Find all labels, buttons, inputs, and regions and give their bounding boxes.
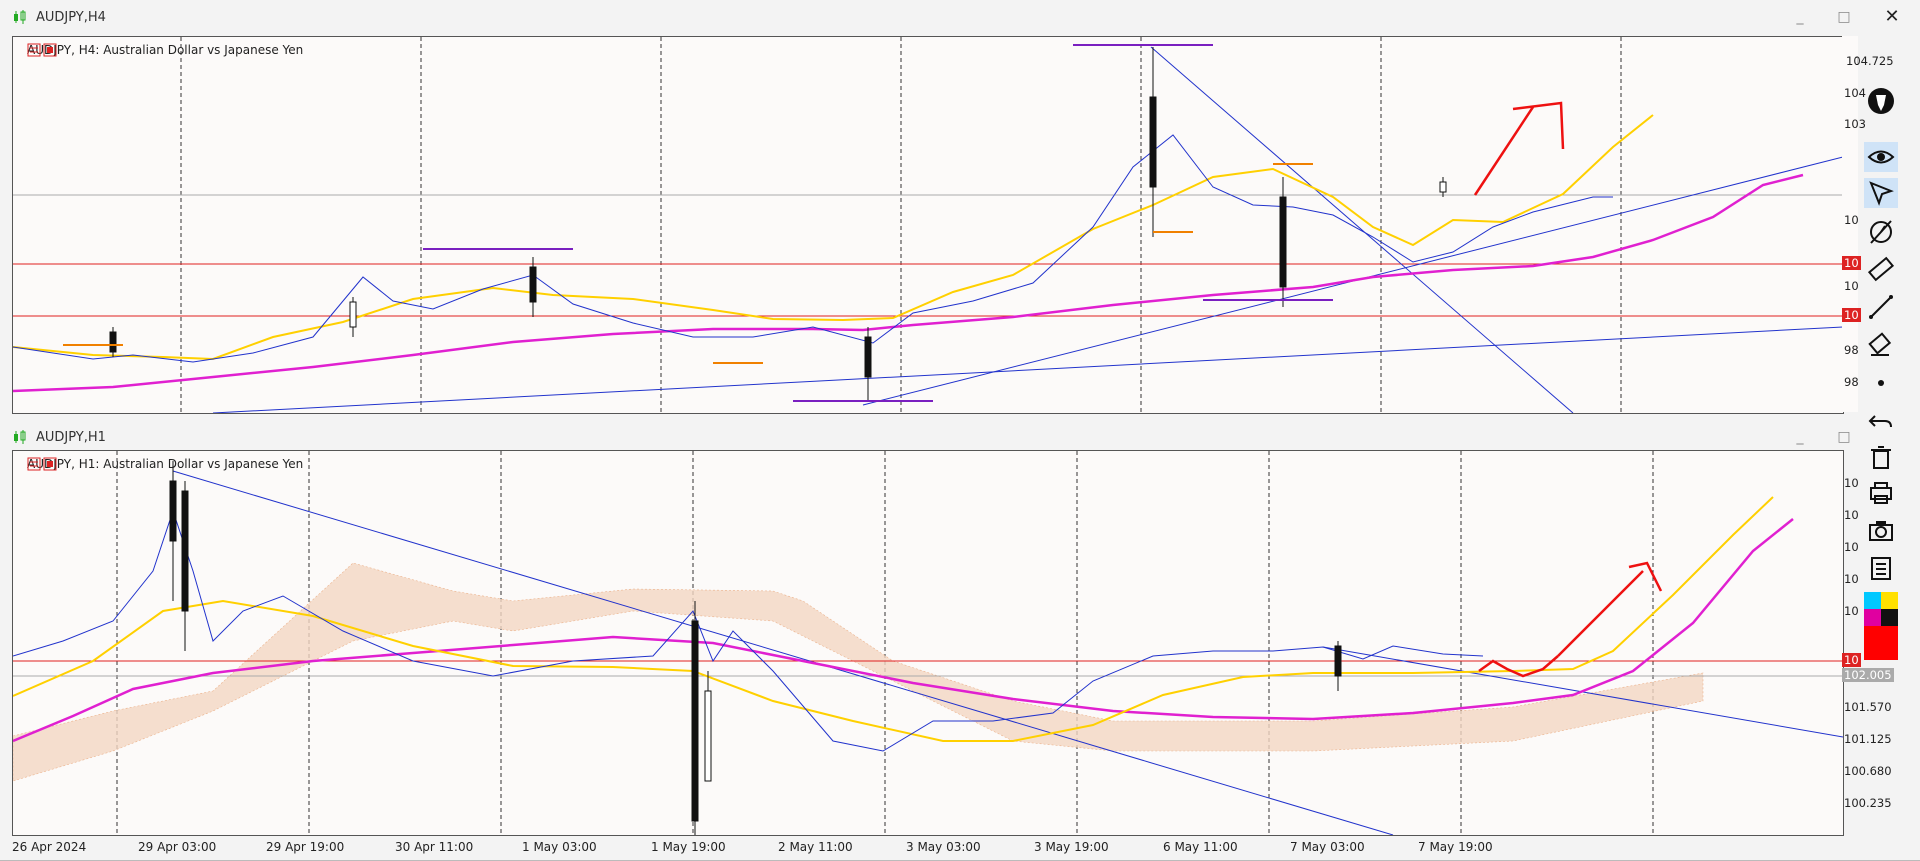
h1-price-label: 10 [1844, 540, 1859, 554]
chart-type-icon [27, 457, 57, 471]
time-label: 3 May 03:00 [906, 840, 981, 854]
h4-legend: AUDJPY, H4: Australian Dollar vs Japanes… [27, 43, 303, 57]
h1-price-label: 101.570 [1844, 700, 1892, 714]
h4-price-label: 103 [1844, 117, 1866, 131]
candlestick-icon [14, 10, 26, 24]
h4-swing-markers [63, 44, 1333, 402]
h1-window-controls: _ □ [1778, 420, 1866, 454]
close-button[interactable]: ✕ [1884, 6, 1900, 27]
maximize-button[interactable]: □ [1837, 429, 1851, 445]
trash-icon[interactable] [1864, 442, 1898, 472]
h4-red-arrowhead [1512, 101, 1565, 150]
h4-price-label: 10 [1844, 279, 1859, 293]
time-label: 1 May 03:00 [522, 840, 597, 854]
h1-slow-ma [13, 518, 1794, 743]
h1-window-title: AUDJPY,H1 [36, 429, 106, 445]
time-label: 29 Apr 19:00 [266, 840, 345, 854]
color-palette-icon[interactable] [1864, 592, 1898, 660]
time-label: 7 May 03:00 [1290, 840, 1365, 854]
drawing-toolbar [1858, 86, 1904, 806]
h1-price-label: 100.235 [1844, 796, 1892, 810]
time-label: 2 May 11:00 [778, 840, 853, 854]
time-label: 29 Apr 03:00 [138, 840, 217, 854]
eye-icon[interactable] [1864, 142, 1898, 172]
h1-candles [169, 461, 1342, 835]
h1-plot [13, 451, 1843, 835]
h4-price-column: 104 103 10 10 98 98 10 10 [1842, 36, 1892, 412]
h1-red-price-tag: 10 [1842, 653, 1861, 667]
minimize-button[interactable]: _ [1796, 9, 1804, 25]
maximize-button[interactable]: □ [1837, 9, 1851, 25]
h1-price-column: 10 10 10 10 10 10 102.005 101.570 101.12… [1842, 450, 1894, 834]
h1-price-label: 10 [1844, 572, 1859, 586]
h1-red-arrow [1557, 570, 1644, 657]
h1-price-label: 10 [1844, 508, 1859, 522]
time-label: 7 May 19:00 [1418, 840, 1493, 854]
h4-price-label: 104.725 [1854, 54, 1858, 68]
time-label: 30 Apr 11:00 [395, 840, 474, 854]
h1-trendline-1 [172, 470, 1394, 835]
h1-price-label: 100.680 [1844, 764, 1892, 778]
chart-type-icon [27, 43, 57, 57]
h1-price-label: 10 [1844, 604, 1859, 618]
minimize-button[interactable]: _ [1796, 429, 1804, 445]
candlestick-icon [14, 430, 26, 444]
h4-price-label: 98 [1844, 375, 1859, 389]
h4-window-controls: _ □ [1778, 0, 1866, 34]
h4-red-price-tag: 10 [1842, 308, 1861, 322]
print-icon[interactable] [1864, 478, 1898, 508]
h4-mid-ma [13, 114, 1654, 361]
h1-red-arrowhead [1628, 561, 1663, 592]
ruler-icon[interactable] [1864, 254, 1898, 284]
h1-legend: AUDJPY, H1: Australian Dollar vs Japanes… [27, 457, 303, 471]
undo-icon[interactable] [1864, 406, 1898, 436]
h1-current-price-tag: 102.005 [1842, 668, 1894, 682]
h4-slow-ma [13, 173, 1804, 393]
h4-chart-area[interactable]: AUDJPY, H4: Australian Dollar vs Japanes… [12, 36, 1844, 414]
time-label: 6 May 11:00 [1163, 840, 1238, 854]
h4-fast-ma [13, 134, 1613, 363]
time-label: 1 May 19:00 [651, 840, 726, 854]
h1-red-squiggle [1478, 655, 1559, 678]
h4-trendline-3 [1150, 46, 1574, 413]
h4-top-price-label: 104.725 [1846, 54, 1894, 68]
h4-price-label: 104 [1844, 86, 1866, 100]
h4-trendline-1 [212, 326, 1843, 413]
h4-window-title: AUDJPY,H4 [36, 9, 106, 25]
h1-legend-text: AUDJPY, H1: Australian Dollar vs Japanes… [27, 457, 304, 471]
h1-price-label: 101.125 [1844, 732, 1892, 746]
h1-titlebar[interactable]: AUDJPY,H1 [0, 420, 1860, 454]
time-label: 3 May 19:00 [1034, 840, 1109, 854]
h4-plot [13, 37, 1843, 413]
h1-chart-area[interactable]: AUDJPY, H1: Australian Dollar vs Japanes… [12, 450, 1844, 836]
time-axis: 26 Apr 2024 29 Apr 03:00 29 Apr 19:00 30… [0, 834, 1840, 860]
h4-legend-text: AUDJPY, H4: Australian Dollar vs Japanes… [27, 43, 304, 57]
h4-titlebar[interactable]: AUDJPY,H4 [0, 0, 1860, 34]
cursor-icon[interactable] [1864, 178, 1898, 208]
h4-price-label: 98 [1844, 343, 1859, 357]
trendline-icon[interactable] [1864, 292, 1898, 322]
eraser-icon[interactable] [1864, 330, 1898, 360]
time-label: 26 Apr 2024 [12, 840, 87, 854]
ichimoku-cloud [13, 562, 1704, 782]
clipboard-icon[interactable] [1864, 552, 1898, 582]
h4-red-arrow [1473, 106, 1535, 196]
h4-candles [109, 47, 1447, 401]
h1-price-label: 10 [1844, 476, 1859, 490]
dot-icon[interactable] [1864, 368, 1898, 398]
camera-icon[interactable] [1864, 516, 1898, 546]
h4-price-label: 10 [1844, 213, 1859, 227]
h1-fast-ma [13, 509, 1484, 752]
h1-mid-ma [13, 496, 1774, 742]
h4-red-price-tag: 10 [1842, 256, 1861, 270]
logo-icon[interactable] [1864, 86, 1898, 116]
timer-icon[interactable] [1864, 216, 1898, 246]
